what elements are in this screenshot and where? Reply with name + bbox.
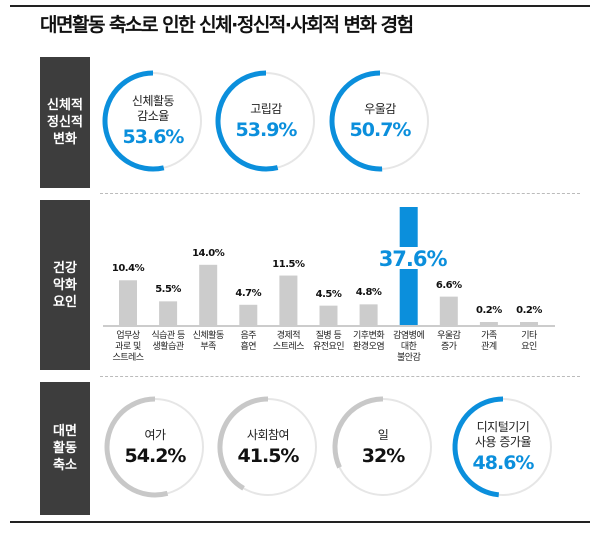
ring-arc	[102, 70, 165, 172]
ring-value: 54.2%	[124, 444, 187, 467]
category-label: 가족 관계	[481, 331, 497, 352]
category-label: 기후변화 환경오염	[353, 331, 385, 352]
divider	[100, 193, 580, 194]
category-label: 식습관 등 생활습관	[151, 331, 185, 352]
ring-label: 고립감	[250, 101, 282, 116]
section-label-face-to-face: 대면 활동 축소	[40, 382, 90, 515]
bar-value-label: 4.8%	[355, 287, 382, 299]
ring-item: 신체활동 감소율 53.6%	[103, 71, 203, 171]
category-label: 우울감 증가	[437, 331, 461, 352]
bar	[279, 275, 298, 325]
ring-value: 48.6%	[472, 452, 535, 474]
category-label: 경제적 스트레스	[272, 331, 305, 352]
category-label: 질병 등 유전요인	[312, 331, 345, 352]
ring-label: 사회참여	[246, 427, 290, 442]
bar-value-label: 6.6%	[435, 279, 462, 291]
bar-value-label: 0.2%	[476, 305, 502, 316]
divider	[100, 376, 580, 377]
ring-label: 우울감	[364, 101, 396, 116]
bar	[159, 301, 178, 325]
ring-item: 일 32%	[333, 397, 433, 497]
ring-label: 디지털기기 사용 증가율	[474, 420, 532, 449]
ring-arc	[332, 396, 384, 469]
bar-value-label: 5.5%	[155, 284, 181, 296]
category-label: 감염병에 대한 불안감	[393, 331, 425, 363]
bar	[479, 322, 498, 325]
category-label: 음주 흡연	[240, 331, 257, 352]
bar	[359, 304, 378, 325]
ring-item: 사회참여 41.5%	[218, 397, 318, 497]
bar	[119, 280, 137, 325]
ring-value: 41.5%	[237, 444, 300, 467]
section-label-physical-mental: 신체적 정신적 변화	[40, 57, 90, 188]
page-title: 대면활동 축소로 인한 신체·정신적·사회적 변화 경험	[40, 14, 414, 36]
ring-label: 여가	[144, 427, 166, 442]
bar-value-label: 11.5%	[272, 258, 305, 270]
bar-label-gap	[396, 247, 421, 269]
ring-value: 32%	[361, 444, 405, 467]
ring-arc	[104, 396, 169, 498]
bar-value-label: 4.7%	[235, 287, 262, 299]
bottom-rule	[10, 521, 590, 523]
ring-item: 고립감 53.9%	[216, 71, 316, 171]
bar-value-label: 37.6%	[378, 247, 448, 271]
bar-value-label: 10.4%	[111, 263, 145, 275]
ring-item: 우울감 50.7%	[330, 71, 430, 171]
ring-arc	[452, 396, 504, 498]
ring-item: 디지털기기 사용 증가율 48.6%	[453, 397, 553, 497]
section-label-health-factors: 건강 악화 요인	[40, 200, 90, 370]
ring-value: 50.7%	[349, 118, 412, 141]
category-label: 신체활동 부족	[192, 331, 225, 352]
ring-arc	[217, 396, 269, 491]
ring-item: 여가 54.2%	[105, 397, 205, 497]
bar	[520, 322, 538, 325]
bar	[439, 296, 458, 325]
ring-label: 신체활동 감소율	[131, 94, 175, 123]
bar	[319, 305, 338, 325]
bar	[239, 304, 258, 325]
ring-label: 일	[377, 427, 389, 442]
category-label: 기타 요인	[521, 331, 537, 352]
category-label: 업무상 과로 및 스트레스	[112, 331, 144, 363]
ring-value: 53.9%	[235, 118, 298, 141]
top-rule	[10, 5, 590, 7]
bar-value-label: 14.0%	[192, 247, 225, 259]
bar-value-label: 0.2%	[516, 305, 542, 316]
bar	[199, 264, 218, 325]
bar-value-label: 4.5%	[315, 288, 342, 300]
ring-value: 53.6%	[122, 126, 185, 148]
ring-arc	[329, 70, 383, 172]
ring-arc	[215, 70, 279, 172]
